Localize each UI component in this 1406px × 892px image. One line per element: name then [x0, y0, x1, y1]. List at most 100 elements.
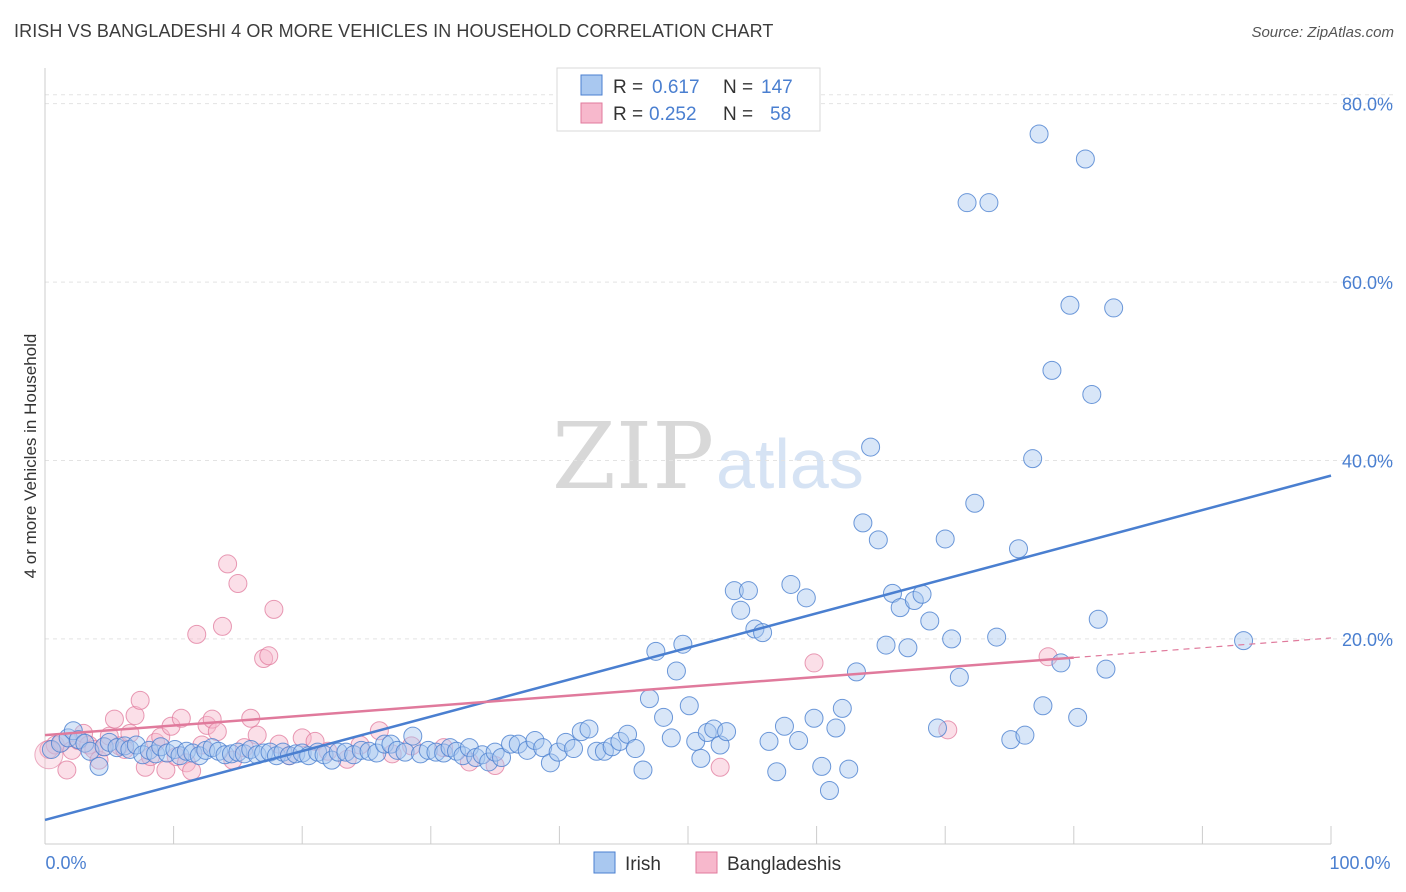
irish-point-86 [639, 689, 659, 709]
irish-point-94 [691, 748, 711, 768]
bangladeshis-point-33 [212, 616, 232, 636]
irish-point-95 [697, 723, 717, 743]
irish-point-89 [661, 728, 681, 748]
bangladeshis-point-39 [247, 725, 267, 745]
y-tick-labels: 20.0% 40.0% 60.0% 80.0% [1342, 95, 1393, 650]
irish-point-135 [1001, 730, 1021, 750]
irish-point-119 [868, 530, 888, 550]
irish-point-48 [359, 741, 379, 761]
irish-point-57 [426, 742, 446, 762]
bottom-legend-swatch-irish [593, 851, 616, 874]
irish-point-68 [501, 734, 521, 754]
irish-point-76 [564, 739, 584, 759]
irish-point-53 [395, 742, 415, 762]
irish-point-105 [767, 762, 787, 782]
irish-point-3 [63, 721, 83, 741]
irish-point-104 [759, 731, 779, 751]
bangladeshis-point-25 [171, 708, 191, 728]
legend-n-value-irish: 147 [761, 77, 793, 98]
irish-point-79 [587, 741, 607, 761]
watermark-zip: ZIP [552, 403, 714, 510]
irish-points [41, 124, 1254, 800]
irish-point-71 [525, 731, 545, 751]
irish-point-139 [1029, 124, 1049, 144]
irish-point-124 [904, 590, 924, 610]
irish-point-145 [1075, 149, 1095, 169]
bangladeshis-point-45 [292, 728, 312, 748]
irish-point-142 [1051, 653, 1071, 673]
irish-point-132 [965, 493, 985, 513]
x-tick-label-min: 0.0% [45, 853, 86, 873]
irish-point-114 [832, 698, 852, 718]
bangladeshis-point-55 [485, 756, 505, 776]
irish-trend-line [44, 474, 1332, 822]
irish-point-52 [387, 740, 407, 760]
y-tick-label-80: 80.0% [1342, 95, 1393, 115]
irish-point-108 [789, 731, 809, 751]
irish-point-147 [1088, 609, 1108, 629]
irish-point-65 [479, 752, 499, 772]
axes [44, 68, 1332, 845]
bottom-legend-swatch-bangladeshis [695, 851, 718, 874]
irish-point-47 [351, 740, 371, 760]
irish-point-111 [812, 756, 832, 776]
legend-r-value-bangladeshis: 0.252 [649, 104, 697, 125]
y-tick-label-40: 40.0% [1342, 451, 1393, 471]
legend-n-value-bangladeshis: 58 [770, 104, 791, 125]
irish-point-21 [176, 741, 196, 761]
irish-point-144 [1068, 707, 1088, 727]
legend-r-label-irish: R = [613, 77, 643, 98]
legend-r-label-bangladeshis: R = [613, 104, 643, 125]
irish-point-100 [731, 600, 751, 620]
irish-point-117 [853, 513, 873, 533]
irish-point-141 [1042, 360, 1062, 380]
irish-point-131 [957, 193, 977, 213]
bangladeshis-point-28 [187, 624, 207, 644]
irish-point-43 [322, 750, 342, 770]
legend-n-label-irish: N = [723, 77, 753, 98]
irish-point-90 [666, 661, 686, 681]
bangladeshis-trend-line [44, 656, 1074, 737]
irish-point-45 [336, 742, 356, 762]
irish-point-130 [949, 667, 969, 687]
irish-point-72 [533, 738, 553, 758]
irish-point-88 [654, 707, 674, 727]
legend-n-label-bangladeshis: N = [723, 104, 753, 125]
irish-point-101 [738, 581, 758, 601]
irish-point-150 [1234, 631, 1254, 651]
irish-point-84 [625, 739, 645, 759]
x-tick-label-max: 100.0% [1329, 853, 1390, 873]
irish-point-31 [241, 739, 261, 759]
irish-point-118 [861, 437, 881, 457]
series-legend: Irish Bangladeshis [593, 851, 841, 875]
irish-point-78 [579, 719, 599, 739]
irish-point-149 [1104, 298, 1124, 318]
irish-point-70 [517, 740, 537, 760]
irish-point-134 [987, 627, 1007, 647]
irish-point-123 [898, 638, 918, 658]
irish-point-115 [839, 759, 859, 779]
bangladeshis-point-57 [804, 653, 824, 673]
irish-point-140 [1033, 696, 1053, 716]
bangladeshis-trend-extension [1073, 637, 1332, 659]
source-credit: Source: ZipAtlas.com [1251, 24, 1394, 41]
irish-point-137 [1015, 725, 1035, 745]
irish-point-85 [633, 760, 653, 780]
irish-point-75 [556, 732, 576, 752]
irish-point-98 [717, 722, 737, 742]
irish-point-106 [774, 716, 794, 736]
bangladeshis-point-42 [264, 599, 284, 619]
bottom-legend-label-bangladeshis: Bangladeshis [727, 854, 841, 875]
irish-point-77 [571, 722, 591, 742]
irish-point-107 [781, 574, 801, 594]
grid-lines [45, 94, 1393, 640]
irish-point-133 [979, 193, 999, 213]
bangladeshis-point-32 [207, 722, 227, 742]
bangladeshis-point-12 [104, 709, 124, 729]
irish-point-44 [328, 742, 348, 762]
irish-point-112 [819, 780, 839, 800]
y-tick-label-60: 60.0% [1342, 273, 1393, 293]
bangladeshis-point-19 [140, 747, 160, 767]
bangladeshis-point-16 [125, 706, 145, 726]
